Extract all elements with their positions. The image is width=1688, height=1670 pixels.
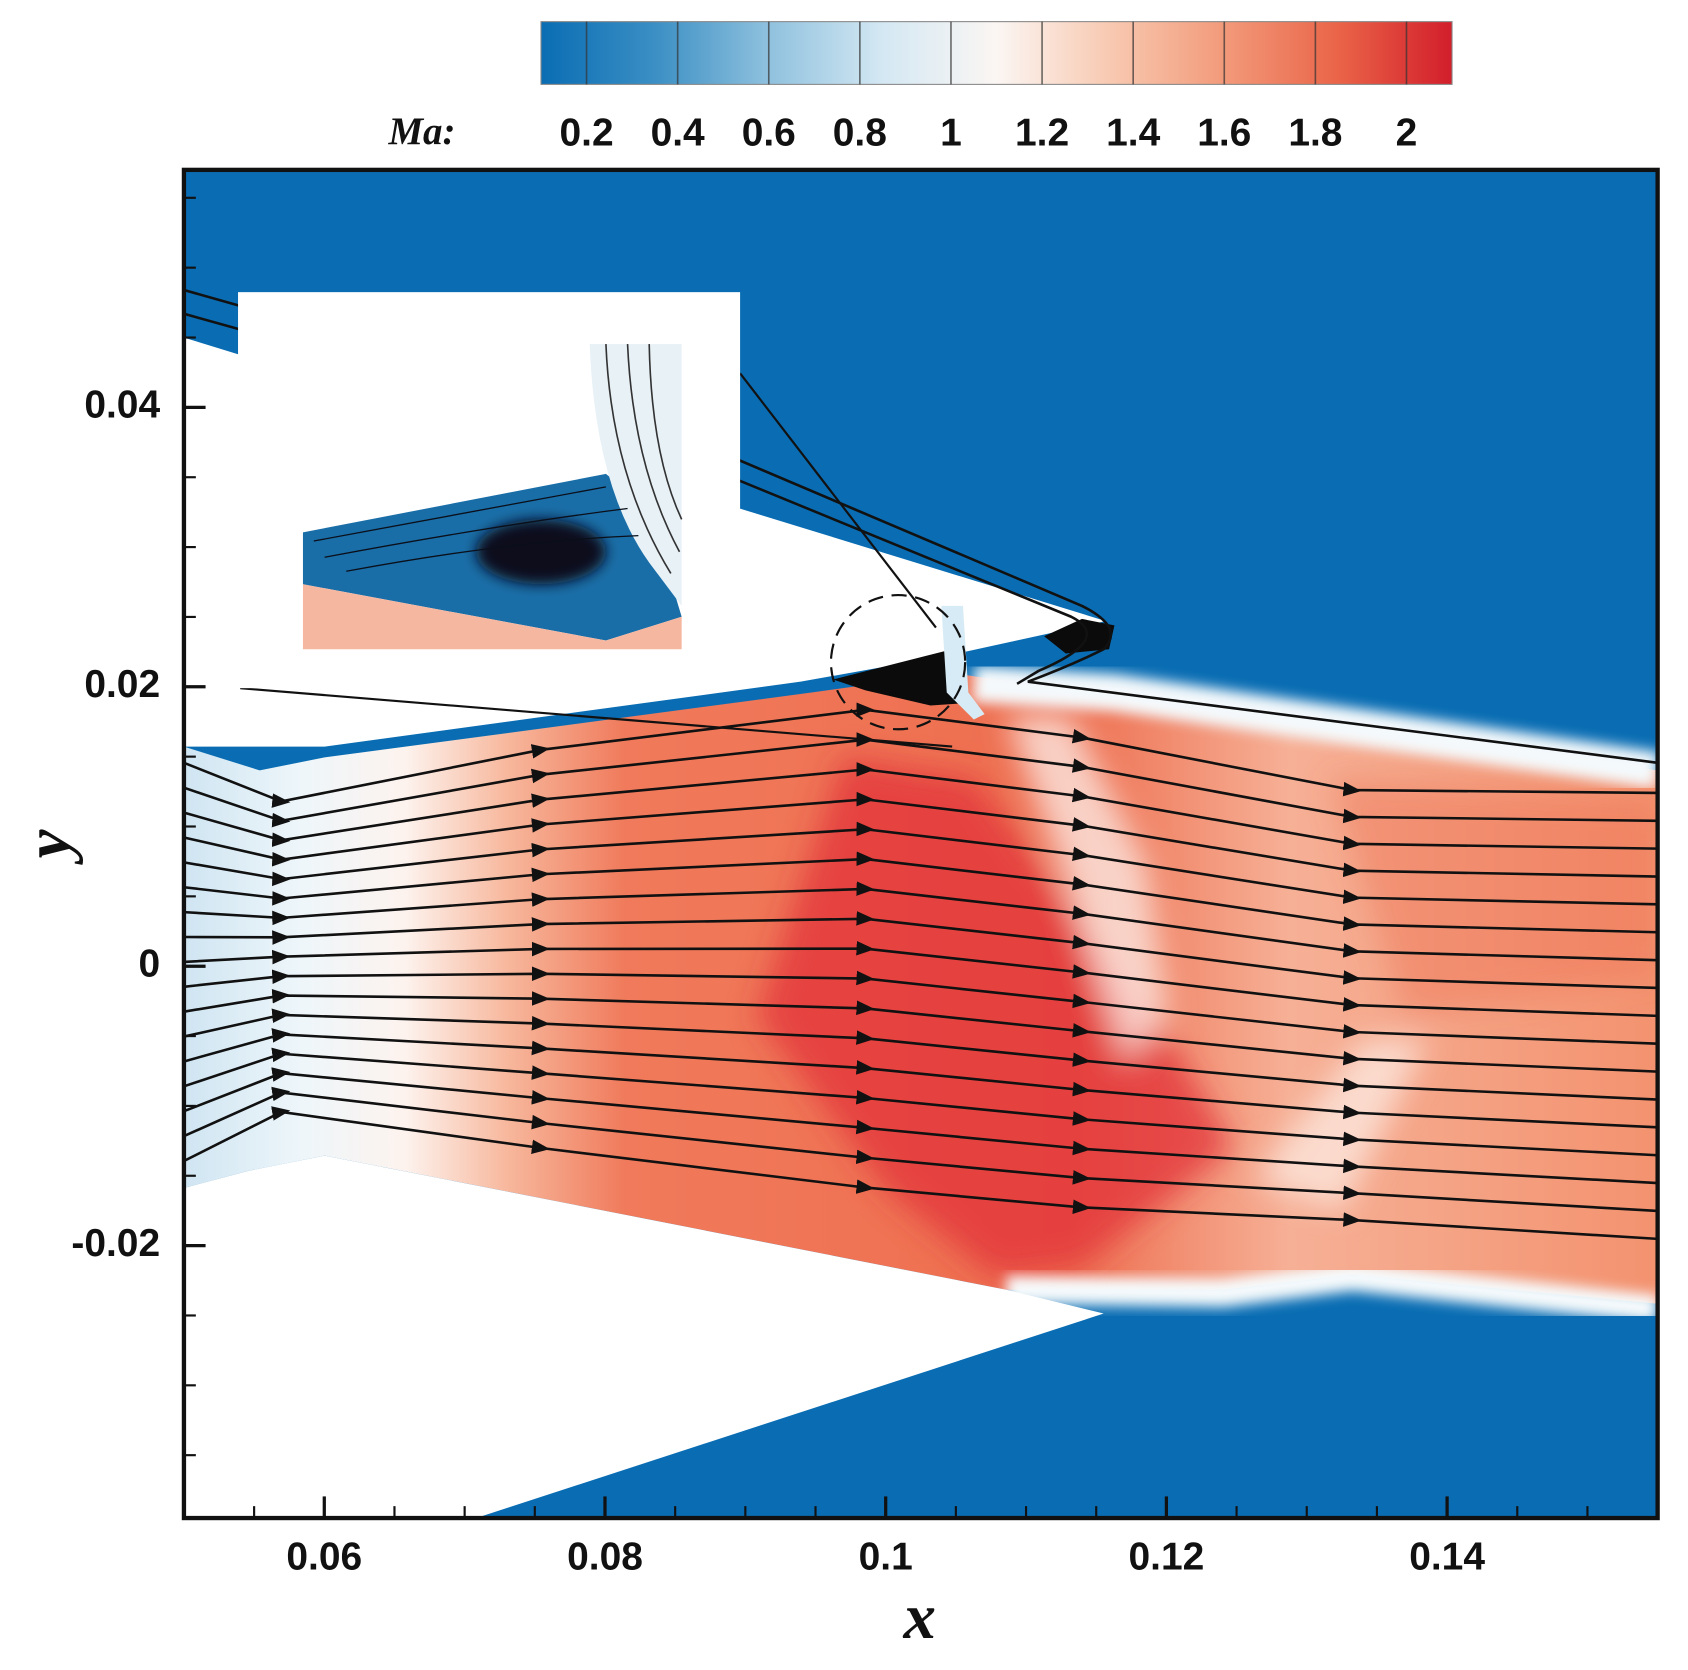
y-axis-label: y	[12, 829, 84, 865]
contour-field	[183, 169, 1658, 1519]
colorbar-tick-label: 0.8	[833, 112, 887, 155]
streamline	[183, 312, 1089, 685]
y-tick-label: 0	[138, 942, 160, 985]
x-tick-label: 0.1	[859, 1535, 913, 1578]
scaled-figure: Ma: x y 0.06 0.08 0.1 0.12 0.14-0.0200.020.0…	[12, 21, 1660, 1653]
colorbar-tick-label: 2	[1396, 112, 1418, 155]
x-tick-label: 0.06	[286, 1535, 362, 1578]
inset	[238, 292, 741, 689]
y-tick-label: 0.02	[84, 663, 160, 706]
colorbar-label: Ma:	[387, 110, 455, 153]
x-tick-label: 0.12	[1128, 1535, 1204, 1578]
axes: 0.06 0.08 0.1 0.12 0.14 -0.02 0 0.02 0.04 0.2 0.4 0…	[71, 21, 1589, 1578]
x-tick-label: 0.14	[1409, 1535, 1485, 1578]
inset-streamline	[605, 344, 683, 574]
zoom-line	[739, 372, 937, 629]
colorbar-tick-label: 0.4	[651, 112, 705, 155]
x-tick-label: 0.08	[567, 1535, 643, 1578]
colorbar-tick-label: 1.4	[1106, 112, 1160, 155]
streamline	[183, 1106, 1658, 1241]
inset-core	[476, 519, 606, 585]
zoom-circle	[829, 594, 967, 731]
lower-shear-layer	[1006, 1262, 1658, 1324]
streamlines	[183, 702, 1658, 1241]
y-tick-label: 0.04	[84, 384, 160, 427]
colorbar-tick-label: 1.6	[1197, 112, 1251, 155]
jet-gap	[941, 605, 985, 720]
streamline	[183, 288, 1658, 765]
colorbar-tick-label: 1.8	[1288, 112, 1342, 155]
zoom-line	[240, 687, 953, 748]
inset-streamline	[313, 486, 639, 572]
colorbar-tick-label: 0.2	[559, 112, 613, 155]
plot-frame	[181, 167, 1660, 1521]
separation-bubble	[833, 649, 963, 706]
lower-wall	[183, 1155, 1104, 1519]
inset-jet	[302, 584, 682, 650]
colorbar-tick-label: 0.6	[742, 112, 796, 155]
colorbar-tick-label: 1.2	[1015, 112, 1069, 155]
colorbar	[540, 21, 1453, 85]
y-tick-label: -0.02	[71, 1222, 160, 1265]
x-axis-label: x	[902, 1581, 935, 1653]
colorbar-tick-label: 1	[940, 112, 962, 155]
recirculation	[1044, 618, 1115, 654]
